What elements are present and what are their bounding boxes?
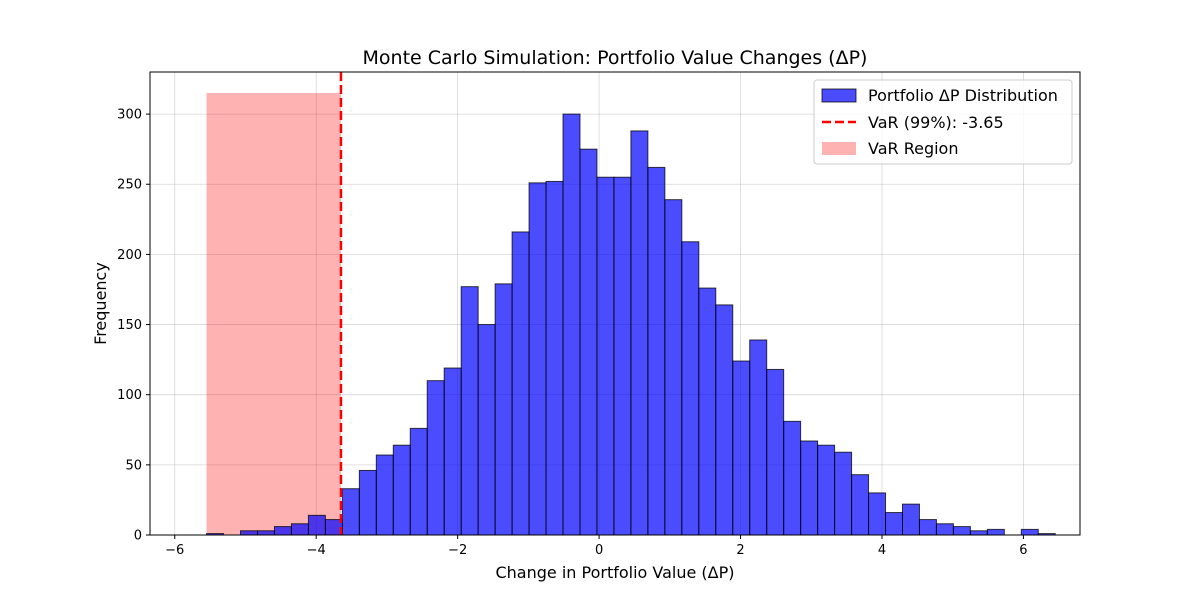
histogram-bar [935,523,954,536]
legend: Portfolio ΔP Distribution VaR (99%): -3.… [813,79,1073,165]
histogram-bar [409,427,428,536]
legend-label-histogram: Portfolio ΔP Distribution [868,86,1058,105]
x-tick-label: 2 [736,543,744,558]
histogram-bar [494,283,513,536]
legend-label-var-region: VaR Region [868,139,958,158]
y-tick-label: 300 [117,108,142,123]
legend-label-var-line: VaR (99%): -3.65 [868,113,1004,132]
y-tick-label: 250 [117,178,142,193]
histogram-bar [732,360,751,536]
x-tick-label: −6 [165,543,184,558]
y-tick-label: 0 [134,529,142,544]
histogram-bar [528,182,547,536]
var-region-layer [206,93,341,535]
histogram-bar [477,324,496,536]
x-tick-label: 0 [595,543,603,558]
chart-title: Monte Carlo Simulation: Portfolio Value … [363,47,868,69]
histogram-bar [545,180,564,536]
histogram-bar [952,526,971,536]
histogram-bar [851,474,870,536]
plot-frame [149,71,1081,536]
histogram-bar [290,523,309,536]
histogram-bar [375,454,394,536]
x-tick-label: 6 [1019,543,1027,558]
histogram-bar [1020,528,1039,536]
histogram-bar [460,286,479,536]
x-tick-label: −4 [307,543,326,558]
histogram-bar [698,287,717,536]
x-tick-label: −2 [448,543,467,558]
histogram-bar [800,440,819,536]
histogram-bar [986,528,1005,536]
histogram-bar [358,469,377,536]
histogram-bar [562,113,581,536]
histogram-bar [341,488,360,536]
histogram-bar [307,514,326,536]
histogram-bar [511,231,530,536]
legend-swatch-histogram [821,88,857,103]
histogram-bar [783,420,802,536]
y-tick-label: 150 [117,318,142,333]
histogram-bar [885,512,903,536]
x-axis-label: Change in Portfolio Value (ΔP) [495,563,734,582]
histogram-bar [579,148,598,536]
histogram-bar [256,530,275,536]
histogram-bar [766,368,785,536]
histogram-bar [596,176,615,536]
histogram-bar [426,380,445,536]
histogram-bar [834,451,853,536]
histogram-bar [273,526,292,536]
histogram-bar [868,492,887,536]
y-axis-label: Frequency [91,262,110,345]
y-axis-ticks: 0 50 100 150 200 250 300 [117,108,150,544]
x-axis-ticks: −6 −4 −2 0 2 4 6 [165,535,1028,558]
histogram-bar [630,130,649,536]
histogram-bar [969,530,988,536]
histogram-bar [647,166,666,536]
histogram-bar [715,304,734,536]
legend-box [813,79,1073,165]
histogram-bar [613,176,632,536]
y-tick-label: 200 [117,248,142,263]
histogram-bar [901,503,920,536]
histogram-bar [443,367,462,536]
histogram-bar [392,444,411,536]
histogram-bar [664,199,683,536]
y-tick-label: 100 [117,388,142,403]
histogram-bar [817,444,836,536]
y-tick-label: 50 [125,458,142,473]
var-region [206,93,341,535]
histogram-bar [749,339,768,536]
histogram-bar [240,530,258,536]
histogram-bar [681,241,700,536]
x-tick-label: 4 [878,543,886,558]
legend-swatch-var-region [822,142,856,155]
histogram-bar [918,519,937,536]
